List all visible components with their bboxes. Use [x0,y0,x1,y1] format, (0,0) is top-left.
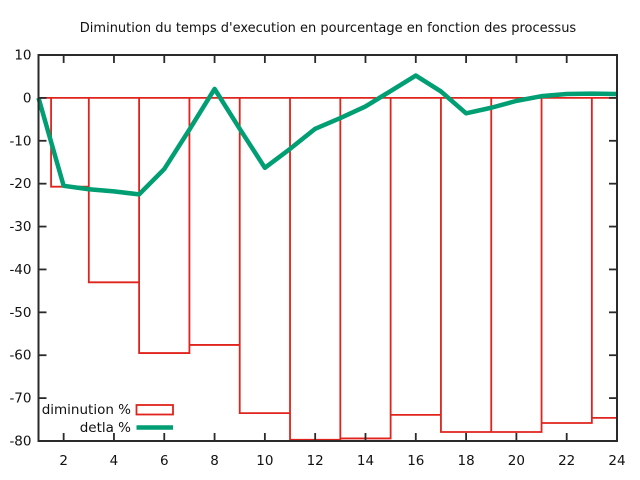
x-axis-tick-label: 18 [457,453,474,469]
legend-label-detla: detla % [80,420,131,436]
y-axis-tick-label: -40 [9,262,31,278]
y-axis-tick-label: -70 [9,391,31,407]
chart-title: Diminution du temps d'execution en pourc… [79,21,577,36]
x-axis-tick-label: 24 [608,453,625,469]
x-axis-tick-label: 12 [307,453,324,469]
legend-label-diminution: diminution % [42,402,131,418]
y-axis-tick-label: -30 [9,219,31,235]
x-axis-tick-label: 8 [210,453,219,469]
plot-border [37,54,618,442]
y-axis-tick-label: 0 [23,90,32,106]
x-axis-tick-label: 14 [357,453,374,469]
y-axis-tick-label: -50 [9,305,31,321]
y-axis-tick-label: -80 [9,434,31,450]
x-axis-tick-label: 22 [558,453,575,469]
x-axis-tick-label: 2 [59,453,68,469]
series-diminution-boxes [38,96,618,441]
y-axis-tick-label: -20 [9,176,31,192]
x-axis-tick-label: 10 [256,453,273,469]
series-detla-line [36,73,618,197]
x-axis-tick-label: 16 [407,453,424,469]
x-axis-tick-label: 6 [160,453,169,469]
y-axis-tick-label: -10 [9,133,31,149]
x-axis-tick-label: 4 [110,453,119,469]
y-axis-tick-label: 10 [14,48,31,64]
x-axis-tick-label: 20 [508,453,525,469]
y-axis-tick-label: -60 [9,348,31,364]
legend-swatch-diminution [135,404,174,416]
